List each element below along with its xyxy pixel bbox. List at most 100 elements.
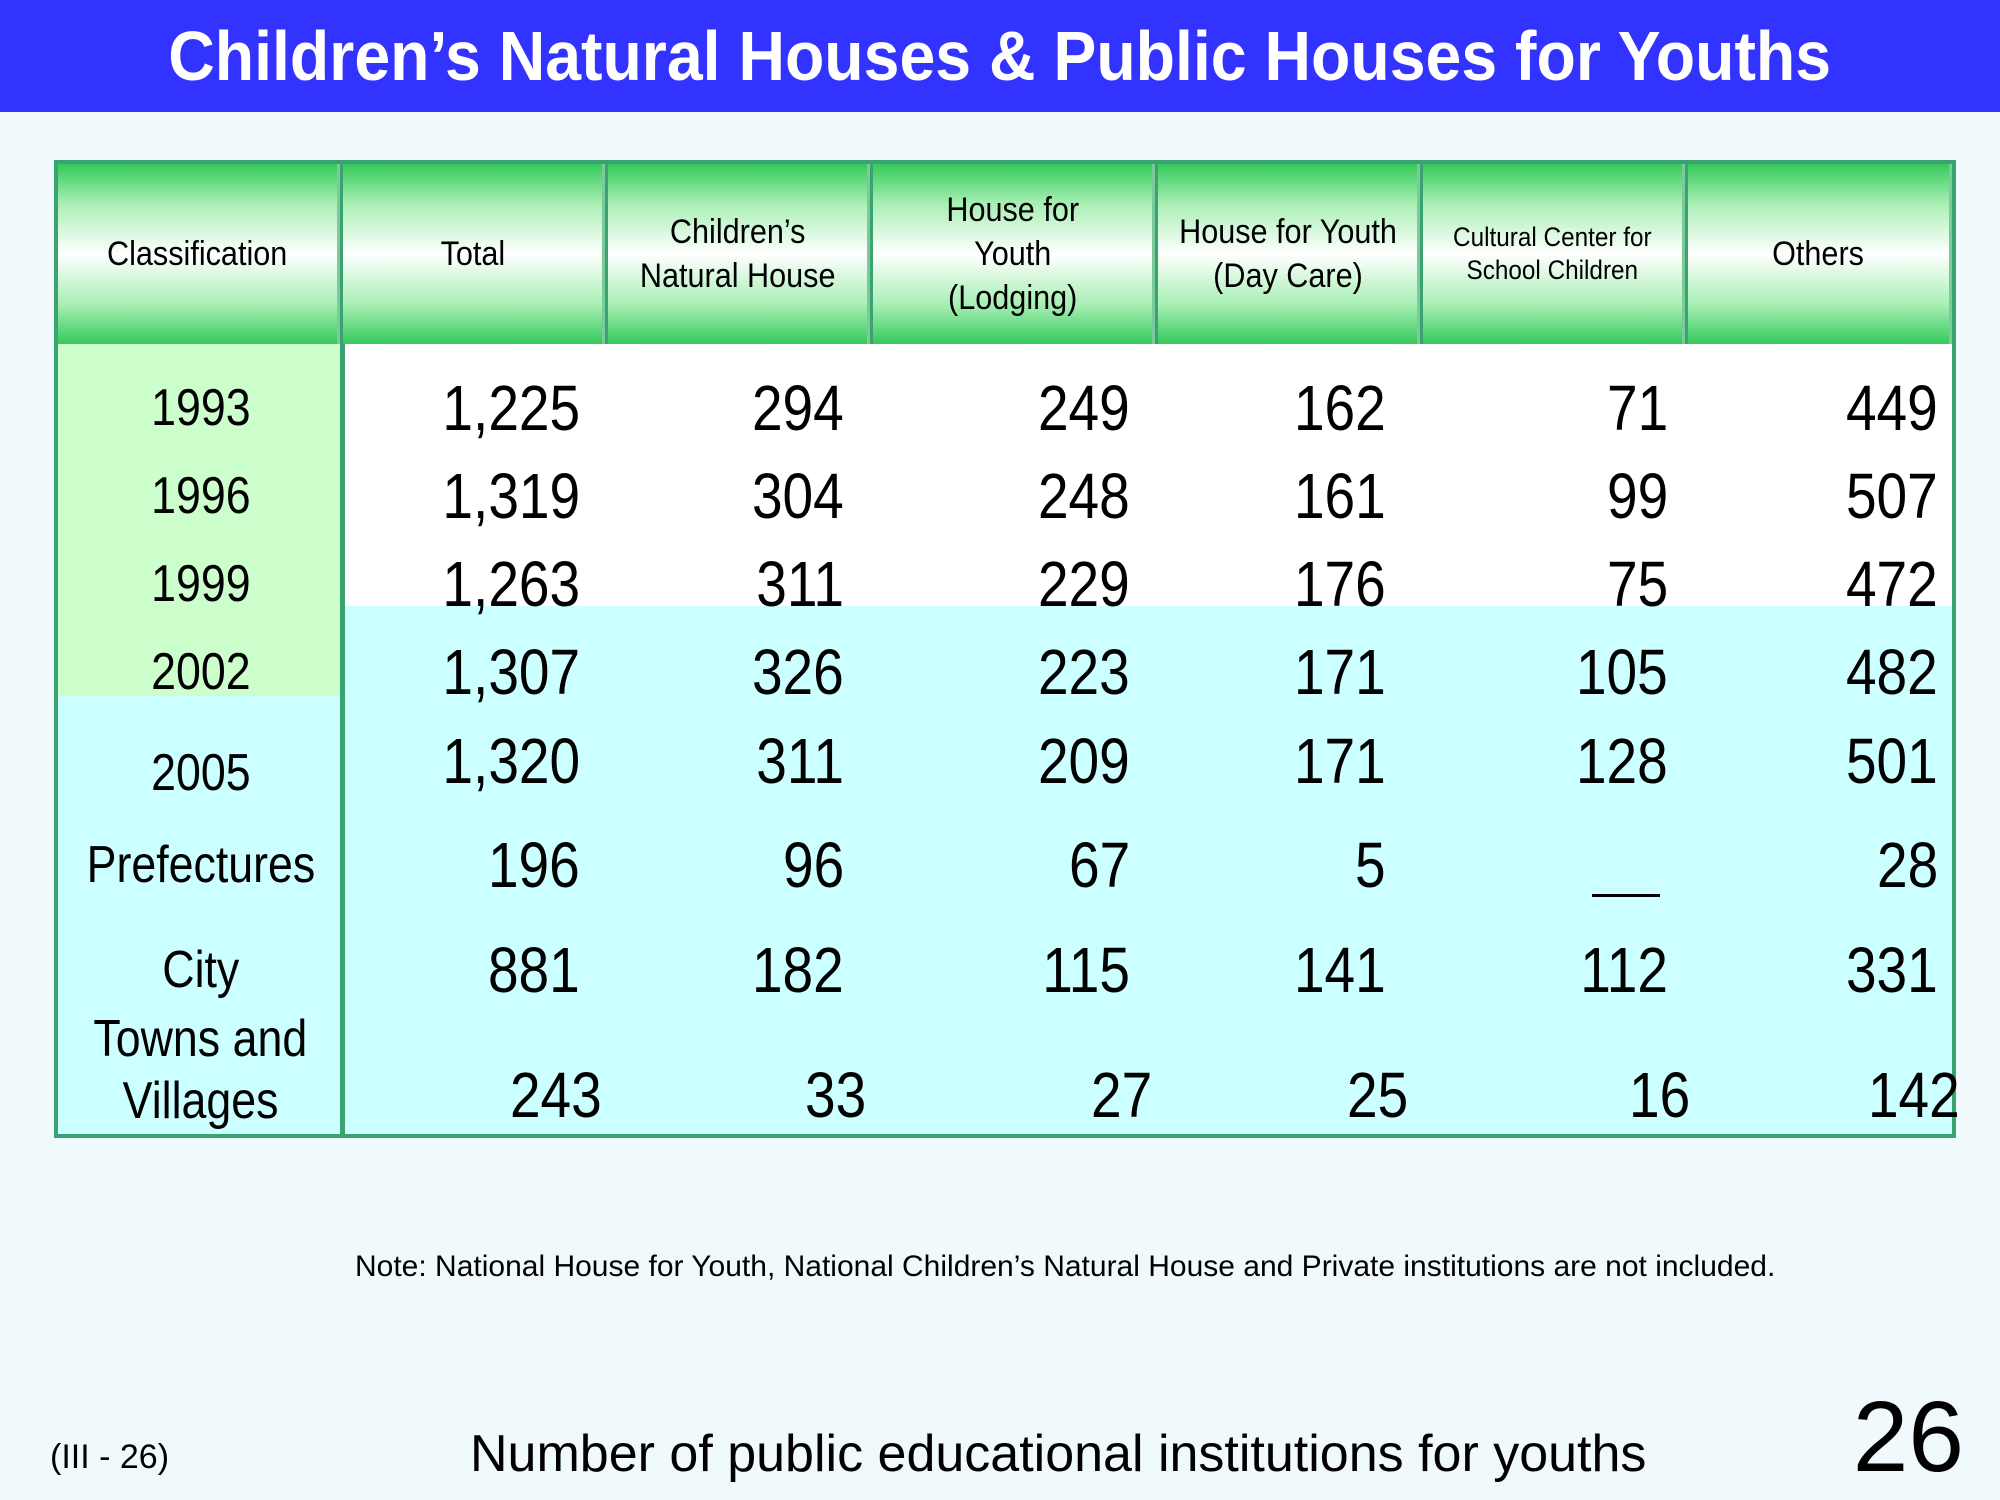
cell-value: 16 <box>1628 1059 1690 1131</box>
table-cell: 171 <box>1146 726 1386 796</box>
cell-value: 881 <box>488 934 580 1006</box>
cell-value: 5 <box>1355 829 1386 901</box>
row-label-line: Prefectures <box>86 836 315 894</box>
cell-value: 141 <box>1294 934 1386 1006</box>
table-cell: 472 <box>1698 549 1938 619</box>
header-classification: Classification <box>58 164 340 344</box>
row-label-line: Towns and <box>93 1010 308 1068</box>
table-row: City 881 182 115 141 112 331 <box>58 924 1952 1016</box>
cell-value: 196 <box>488 829 580 901</box>
table-header-row: Classification Total Children’s Natural Hou… <box>58 164 1952 344</box>
table-cell: 27 <box>912 1060 1152 1130</box>
cell-value: 501 <box>1846 725 1938 797</box>
cell-value: 1,263 <box>442 548 580 620</box>
data-table: Classification Total Children’s Natural Hou… <box>54 160 1960 1138</box>
row-label: 2002 <box>58 641 343 703</box>
cell-value: 162 <box>1294 372 1386 444</box>
cell-value: 105 <box>1576 636 1668 708</box>
cell-value: 75 <box>1606 548 1668 620</box>
table-cell: 75 <box>1428 549 1668 619</box>
row-label: Towns and Villages <box>58 1008 343 1132</box>
white-cell-block <box>343 344 1952 606</box>
table-cell: 331 <box>1698 935 1938 1005</box>
cell-value: 96 <box>782 829 844 901</box>
table-cell: 249 <box>890 373 1130 443</box>
cell-value: 67 <box>1068 829 1130 901</box>
header-total: Total <box>343 164 605 344</box>
cell-value: 28 <box>1876 829 1938 901</box>
table-cell: 501 <box>1698 726 1938 796</box>
row-label-line: City <box>161 941 240 999</box>
cell-value: 472 <box>1846 548 1938 620</box>
header-line: (Lodging) <box>947 279 1078 317</box>
table-cell: 115 <box>890 935 1130 1005</box>
cell-value: 507 <box>1846 460 1938 532</box>
header-line: Classification <box>107 235 288 273</box>
table-cell: 141 <box>1146 935 1386 1005</box>
header-house-for-youth-day-care: House for Youth (Day Care) <box>1158 164 1420 344</box>
header-others: Others <box>1688 164 1952 344</box>
cell-value: 1,319 <box>442 460 580 532</box>
header-line: House for Youth <box>1178 213 1397 251</box>
header-cultural-center: Cultural Center for School Children <box>1423 164 1685 344</box>
table-cell: 28 <box>1698 830 1938 900</box>
page-title: Children’s Natural Houses & Public House… <box>168 17 1832 95</box>
cell-value: 115 <box>1042 934 1130 1006</box>
row-label: 1996 <box>58 465 343 527</box>
header-line: Youth <box>973 235 1052 273</box>
table-cell: 1,307 <box>340 637 580 707</box>
header-line: Children’s <box>669 213 806 251</box>
row-label: 1999 <box>58 553 343 615</box>
cell-value: 229 <box>1038 548 1130 620</box>
table-cell: 248 <box>890 461 1130 531</box>
cell-value: 294 <box>752 372 844 444</box>
table-cell: 304 <box>604 461 844 531</box>
table-cell: 196 <box>340 830 580 900</box>
table-body: 1993 1,225 294 249 162 71 449 1996 1,319 304 248 16… <box>58 344 1960 1134</box>
table-row: Towns and Villages 243 33 27 25 16 142 <box>58 1010 1960 1134</box>
row-label: City <box>58 939 343 1001</box>
title-bar: Children’s Natural Houses & Public House… <box>0 0 2000 112</box>
cell-value: 27 <box>1090 1059 1152 1131</box>
cell-value: 182 <box>752 934 844 1006</box>
header-line: School Children <box>1466 255 1639 285</box>
table-cell: 311 <box>604 726 844 796</box>
table-cell: 1,225 <box>340 373 580 443</box>
table-cell: 161 <box>1146 461 1386 531</box>
header-house-for-youth-lodging: House for Youth (Lodging) <box>873 164 1155 344</box>
cell-value: 71 <box>1606 372 1668 444</box>
cell-value: 209 <box>1038 725 1130 797</box>
table-cell: 294 <box>604 373 844 443</box>
cell-value: 449 <box>1846 372 1938 444</box>
header-line: Natural House <box>639 257 836 295</box>
table-cell: 16 <box>1450 1060 1690 1130</box>
cell-value: 331 <box>1846 934 1938 1006</box>
cell-value: 161 <box>1294 460 1386 532</box>
table-cell: 881 <box>340 935 580 1005</box>
cell-value: 112 <box>1580 934 1668 1006</box>
cell-value: 482 <box>1846 636 1938 708</box>
slide-caption: Number of public educational institution… <box>470 1425 1647 1483</box>
table-cell: 311 <box>604 549 844 619</box>
cell-value: 243 <box>510 1059 602 1131</box>
table-cell: 67 <box>890 830 1130 900</box>
row-label: 2005 <box>58 742 343 804</box>
cell-value: 99 <box>1606 460 1668 532</box>
green-year-block <box>58 344 343 696</box>
cell-value: 142 <box>1868 1059 1960 1131</box>
table-cell: 142 <box>1720 1060 1960 1130</box>
cell-value: 311 <box>756 548 844 620</box>
label-column-divider <box>340 344 345 1134</box>
header-line: Others <box>1772 235 1865 273</box>
cell-value: 176 <box>1294 548 1386 620</box>
page-number: 26 <box>1852 1381 1964 1493</box>
table-row: 1996 1,319 304 248 161 99 507 <box>58 452 1952 540</box>
table-cell: 71 <box>1428 373 1668 443</box>
table-cell: 182 <box>604 935 844 1005</box>
row-label-line: 2005 <box>150 744 251 802</box>
table-row: 1999 1,263 311 229 176 75 472 <box>58 540 1952 628</box>
table-cell: 112 <box>1428 935 1668 1005</box>
table-cell: 171 <box>1146 637 1386 707</box>
cell-value: 248 <box>1038 460 1130 532</box>
cell-value: 326 <box>752 636 844 708</box>
